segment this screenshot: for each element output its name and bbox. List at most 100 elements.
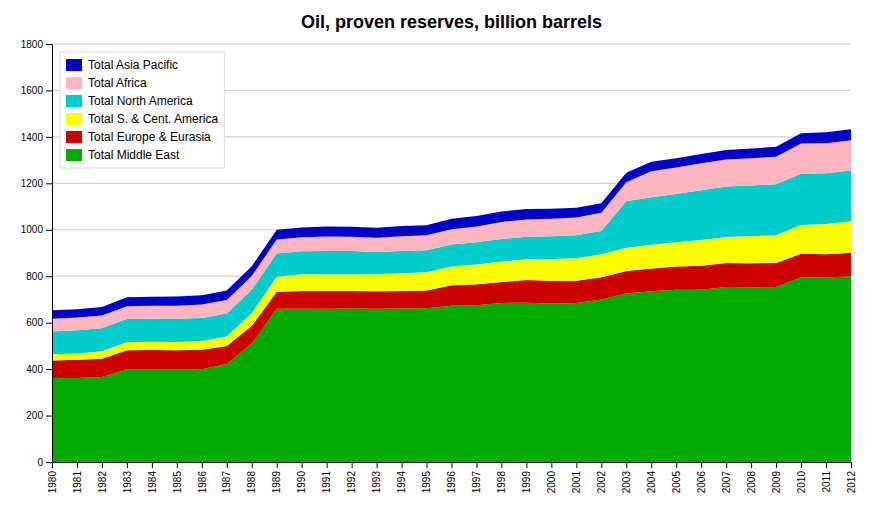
tick-mark — [152, 462, 153, 468]
tick-label: 2007 — [721, 471, 732, 494]
legend-label: Total Asia Pacific — [88, 58, 178, 72]
tick-mark — [127, 462, 128, 468]
tick-label: 1998 — [496, 471, 507, 494]
legend-swatch — [66, 95, 82, 107]
tick-label: 1987 — [221, 471, 232, 494]
tick-label: 1983 — [122, 471, 133, 494]
legend-box — [60, 52, 224, 168]
tick: 1983 — [122, 462, 133, 493]
tick-mark — [177, 462, 178, 468]
tick: 1988 — [246, 462, 257, 493]
tick-label: 1993 — [371, 471, 382, 494]
tick: 1991 — [321, 462, 332, 493]
tick: 1990 — [296, 462, 307, 493]
tick-mark — [46, 323, 52, 324]
legend-item: Total Africa — [66, 76, 147, 90]
tick: 1994 — [396, 462, 407, 493]
tick-mark — [452, 462, 453, 468]
legend-item: Total Europe & Eurasia — [66, 130, 211, 144]
tick: 1980 — [47, 462, 58, 493]
tick-label: 2001 — [571, 471, 582, 494]
tick-mark — [576, 462, 577, 468]
legend-label: Total Middle East — [88, 148, 180, 162]
legend-label: Total North America — [88, 94, 193, 108]
tick: 1995 — [421, 462, 432, 493]
tick-label: 2005 — [671, 471, 682, 494]
tick: 1000 — [21, 224, 52, 235]
tick: 1992 — [346, 462, 357, 493]
tick-mark — [801, 462, 802, 468]
tick-label: 1999 — [521, 471, 532, 494]
tick-label: 2002 — [596, 471, 607, 494]
tick-mark — [277, 462, 278, 468]
tick-mark — [826, 462, 827, 468]
tick: 1600 — [21, 85, 52, 96]
legend-item: Total North America — [66, 94, 193, 108]
axis-line — [46, 45, 53, 463]
tick-mark — [851, 462, 852, 468]
legend-label: Total Africa — [88, 76, 147, 90]
tick-label: 2012 — [846, 471, 857, 494]
tick-mark — [327, 462, 328, 468]
tick-label: 1995 — [421, 471, 432, 494]
tick: 400 — [26, 364, 52, 375]
tick-mark — [501, 462, 502, 468]
legend-item: Total Middle East — [66, 148, 180, 162]
tick-mark — [526, 462, 527, 468]
tick-label: 2009 — [771, 471, 782, 494]
tick-mark — [46, 230, 52, 231]
axis-line — [53, 463, 852, 469]
tick-mark — [46, 44, 52, 45]
tick: 800 — [26, 271, 52, 282]
title: Oil, proven reserves, billion barrels — [301, 12, 602, 32]
tick-mark — [651, 462, 652, 468]
tick-mark — [46, 369, 52, 370]
tick-mark — [77, 462, 78, 468]
tick-label: 1994 — [396, 471, 407, 494]
tick-label: 1985 — [172, 471, 183, 494]
x-axis: 1980198119821983198419851986198719881989… — [47, 462, 857, 493]
tick-label: 2000 — [546, 471, 557, 494]
tick-label: 1981 — [72, 471, 83, 494]
tick-mark — [427, 462, 428, 468]
tick: 2008 — [746, 462, 757, 493]
tick-label: 200 — [26, 410, 43, 421]
tick-mark — [46, 137, 52, 138]
tick-label: 2003 — [621, 471, 632, 494]
plot: 1980198119821983198419851986198719881989… — [21, 39, 857, 494]
tick-mark — [302, 462, 303, 468]
tick-label: 2006 — [696, 471, 707, 494]
tick-label: 1982 — [97, 471, 108, 494]
tick-mark — [776, 462, 777, 468]
areas — [52, 129, 851, 462]
tick: 2011 — [821, 462, 832, 493]
tick-label: 1984 — [147, 471, 158, 494]
legend-label: Total S. & Cent. America — [88, 112, 218, 126]
tick: 2003 — [621, 462, 632, 493]
tick-label: 1000 — [21, 224, 44, 235]
tick: 2004 — [646, 462, 657, 493]
tick: 2009 — [771, 462, 782, 493]
chart: 1980198119821983198419851986198719881989… — [0, 0, 875, 512]
tick: 2001 — [571, 462, 582, 493]
tick-mark — [102, 462, 103, 468]
tick-label: 400 — [26, 364, 43, 375]
tick-label: 2011 — [821, 471, 832, 493]
grid — [52, 44, 851, 462]
tick-mark — [46, 462, 52, 463]
tick-label: 1800 — [21, 39, 44, 50]
tick: 2005 — [671, 462, 682, 493]
tick-label: 2008 — [746, 471, 757, 494]
tick: 2002 — [596, 462, 607, 493]
tick-mark — [701, 462, 702, 468]
tick: 1800 — [21, 39, 52, 50]
tick-label: 1400 — [21, 132, 44, 143]
tick-label: 1991 — [321, 471, 332, 494]
tick-mark — [46, 90, 52, 91]
tick: 1981 — [72, 462, 83, 493]
grid-line — [52, 44, 851, 45]
tick: 2006 — [696, 462, 707, 493]
tick-mark — [601, 462, 602, 468]
legend: Total Asia Pacific Total Africa Total Nort… — [60, 52, 224, 168]
tick-mark — [476, 462, 477, 468]
